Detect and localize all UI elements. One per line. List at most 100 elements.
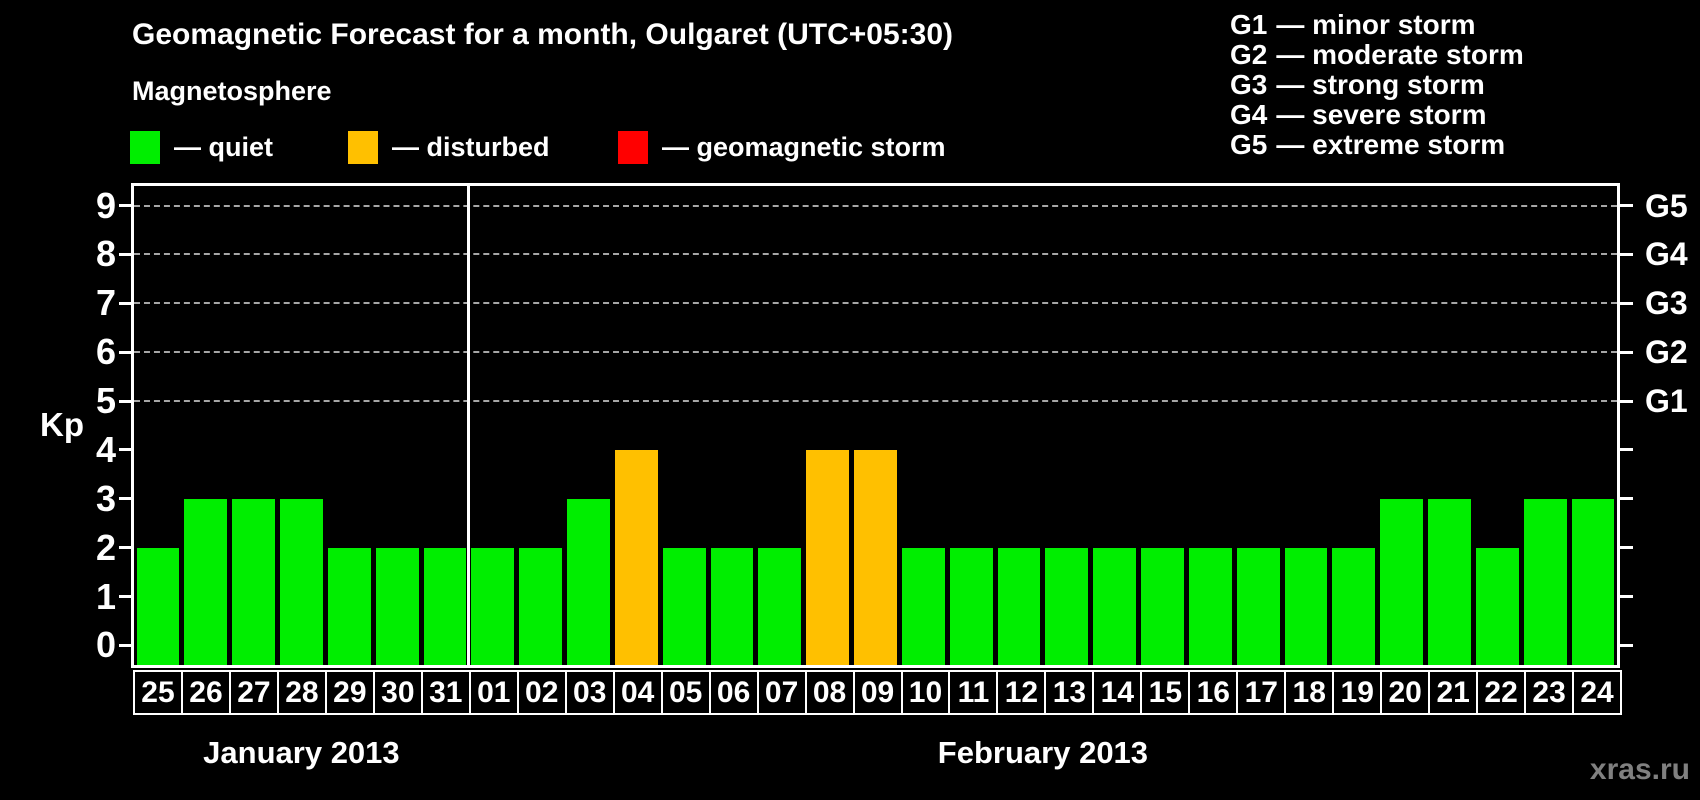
kp-bar-day-28 xyxy=(280,498,323,665)
day-cell-09: 09 xyxy=(852,670,903,715)
kp-bar-day-07 xyxy=(758,547,802,665)
kp-bar-day-03 xyxy=(567,498,610,665)
kp-bar-day-20 xyxy=(1380,498,1424,665)
g-code: G2 xyxy=(1230,39,1268,70)
kp-bar-day-19 xyxy=(1332,547,1376,665)
kp-bar-day-21 xyxy=(1428,498,1471,665)
day-cell-01: 01 xyxy=(468,670,519,715)
right-tick xyxy=(1620,595,1633,599)
kp-bar-day-27 xyxy=(232,498,275,665)
y-tick-label: 0 xyxy=(95,624,116,666)
kp-bar-day-05 xyxy=(662,547,706,665)
month-label-january: January 2013 xyxy=(203,735,400,770)
day-cell-10: 10 xyxy=(900,670,951,715)
y-tick-label: 2 xyxy=(95,526,116,568)
kp-bar-day-13 xyxy=(1045,547,1089,665)
day-cell-13: 13 xyxy=(1044,670,1095,715)
y-tick xyxy=(119,448,131,452)
kp-bar-day-09 xyxy=(854,449,897,665)
day-cell-23: 23 xyxy=(1524,670,1575,715)
g-code: G5 xyxy=(1230,129,1268,160)
day-cell-31: 31 xyxy=(420,670,471,715)
day-cell-28: 28 xyxy=(276,670,327,715)
day-cell-07: 07 xyxy=(756,670,807,715)
kp-bar-day-16 xyxy=(1188,547,1232,665)
right-axis-label-G4: G4 xyxy=(1645,236,1688,273)
y-tick-label: 7 xyxy=(95,282,116,324)
y-tick-label: 1 xyxy=(95,575,116,617)
kp-bar-day-02 xyxy=(519,547,563,665)
chart-title: Geomagnetic Forecast for a month, Oulgar… xyxy=(132,18,954,51)
y-tick xyxy=(119,399,131,403)
kp-bar-day-11 xyxy=(949,547,993,665)
g-scale-row: G3 — strong storm xyxy=(1230,70,1524,100)
right-tick xyxy=(1620,204,1633,208)
quiet-swatch xyxy=(130,130,160,164)
kp-bar-day-04 xyxy=(614,449,658,665)
g-scale-legend: G1 — minor storm G2 — moderate storm G3 — s… xyxy=(1230,10,1524,160)
day-cell-11: 11 xyxy=(948,670,999,715)
month-separator xyxy=(467,186,471,665)
kp-bar-day-17 xyxy=(1236,547,1280,665)
right-axis-label-G5: G5 xyxy=(1645,187,1688,224)
day-cell-12: 12 xyxy=(996,670,1047,715)
kp-bar-day-25 xyxy=(136,547,180,665)
day-cell-05: 05 xyxy=(660,670,711,715)
legend-item-label: — quiet xyxy=(174,131,273,162)
legend-item-quiet: — quiet xyxy=(130,129,273,165)
kp-bar-day-18 xyxy=(1284,547,1328,665)
g-code: G1 xyxy=(1230,9,1268,40)
day-cell-06: 06 xyxy=(708,670,759,715)
y-tick xyxy=(119,643,131,647)
gridline-kp-5 xyxy=(134,400,1617,403)
g-scale-row: G1 — minor storm xyxy=(1230,10,1524,40)
disturbed-swatch xyxy=(348,130,378,164)
y-tick-label: 3 xyxy=(95,477,116,519)
day-cell-20: 20 xyxy=(1380,670,1431,715)
kp-bar-day-31 xyxy=(423,547,467,665)
right-tick xyxy=(1620,497,1633,501)
g-scale-row: G4 — severe storm xyxy=(1230,100,1524,130)
g-text: — strong storm xyxy=(1276,69,1485,100)
day-cell-14: 14 xyxy=(1092,670,1143,715)
gridline-kp-8 xyxy=(134,253,1617,256)
y-tick xyxy=(119,350,131,354)
kp-bar-day-29 xyxy=(327,547,371,665)
day-cell-26: 26 xyxy=(180,670,231,715)
gridline-kp-7 xyxy=(134,302,1617,305)
y-tick-label: 6 xyxy=(95,331,116,373)
day-cell-22: 22 xyxy=(1476,670,1527,715)
kp-bar-day-22 xyxy=(1475,547,1519,665)
gridline-kp-9 xyxy=(134,204,1617,207)
kp-bar-day-06 xyxy=(710,547,754,665)
right-tick xyxy=(1620,546,1633,550)
y-axis-label: Kp xyxy=(40,406,84,443)
g-code: G4 xyxy=(1230,99,1268,130)
day-cell-08: 08 xyxy=(804,670,855,715)
kp-bar-day-01 xyxy=(471,547,515,665)
watermark: xras.ru xyxy=(1589,753,1690,786)
day-cell-17: 17 xyxy=(1236,670,1287,715)
kp-bar-day-30 xyxy=(375,547,419,665)
kp-bar-day-24 xyxy=(1571,498,1615,665)
day-cell-19: 19 xyxy=(1332,670,1383,715)
legend-item-storm: — geomagnetic storm xyxy=(618,129,946,165)
month-label-february: February 2013 xyxy=(937,735,1149,770)
g-scale-row: G2 — moderate storm xyxy=(1230,40,1524,70)
day-cell-24: 24 xyxy=(1572,670,1623,715)
y-tick-label: 5 xyxy=(95,380,116,422)
y-tick xyxy=(119,204,131,208)
day-cell-18: 18 xyxy=(1284,670,1335,715)
day-cell-02: 02 xyxy=(516,670,567,715)
right-axis-label-G2: G2 xyxy=(1645,334,1688,371)
day-cell-16: 16 xyxy=(1188,670,1239,715)
day-cell-29: 29 xyxy=(324,670,375,715)
right-tick xyxy=(1620,448,1633,452)
day-cell-04: 04 xyxy=(612,670,663,715)
y-tick-label: 9 xyxy=(95,184,116,226)
day-cell-25: 25 xyxy=(133,670,183,715)
kp-bar-day-15 xyxy=(1141,547,1184,665)
kp-bar-day-10 xyxy=(901,547,945,665)
day-cell-27: 27 xyxy=(228,670,279,715)
